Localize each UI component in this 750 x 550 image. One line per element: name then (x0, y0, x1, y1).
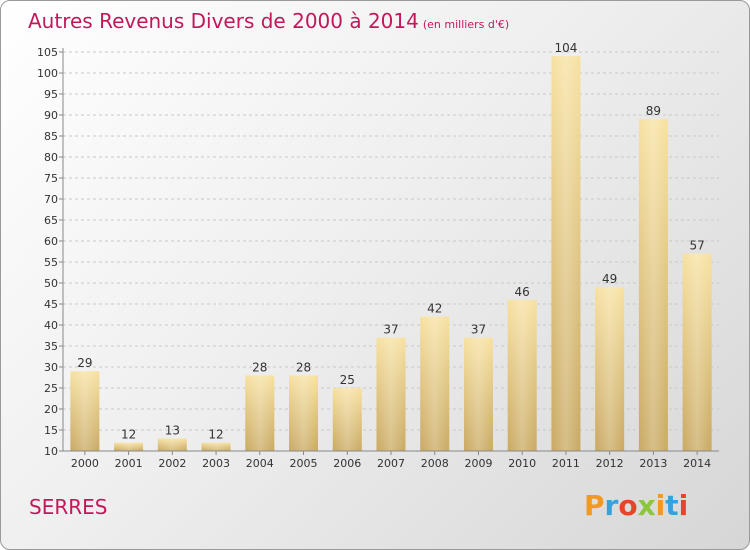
data-label: 46 (515, 285, 530, 299)
y-tick-label: 90 (44, 109, 58, 122)
logo-letter: i (655, 489, 666, 522)
bars (70, 56, 712, 451)
data-labels: 29 12 13 12 28 28 25 37 42 37 46 104 49 89 57 (77, 41, 705, 441)
bar-highlight (376, 337, 406, 451)
bar-highlight (157, 438, 187, 451)
data-label: 25 (340, 373, 355, 387)
bar-highlight (245, 375, 275, 451)
x-tick-label: 2009 (464, 457, 492, 470)
x-axis-ticks: 2000 2001 2002 2003 2004 2005 2006 2007 2008 2009… (71, 451, 711, 470)
x-tick-label: 2008 (421, 457, 449, 470)
logo-letter: x (637, 489, 656, 522)
data-label: 29 (77, 356, 92, 370)
y-tick-label: 45 (44, 298, 58, 311)
data-label: 12 (208, 428, 223, 442)
y-tick-label: 15 (44, 424, 58, 437)
bar-highlight (463, 337, 493, 451)
x-tick-label: 2001 (115, 457, 143, 470)
data-label: 12 (121, 428, 136, 442)
data-label: 28 (296, 360, 311, 374)
x-tick-label: 2000 (71, 457, 99, 470)
x-tick-label: 2013 (639, 457, 667, 470)
bar-highlight (70, 371, 100, 451)
logo-letter: r (604, 489, 619, 522)
logo-letter: t (665, 489, 679, 522)
proxiti-logo: Proxiti (584, 489, 688, 522)
bar-highlight (201, 442, 231, 451)
bar-highlight (420, 316, 450, 451)
y-tick-label: 20 (44, 403, 58, 416)
x-tick-label: 2006 (333, 457, 361, 470)
data-label: 49 (602, 272, 617, 286)
data-label: 37 (471, 323, 486, 337)
bar-highlight (289, 375, 319, 451)
data-label: 89 (646, 104, 661, 118)
bar-highlight (682, 253, 712, 451)
data-label: 28 (252, 360, 267, 374)
logo-letter: o (618, 489, 638, 522)
data-label: 57 (689, 239, 704, 253)
y-tick-label: 55 (44, 256, 58, 269)
y-tick-label: 30 (44, 361, 58, 374)
bar-highlight (114, 442, 144, 451)
y-tick-label: 105 (37, 46, 58, 59)
y-tick-label: 65 (44, 214, 58, 227)
bar-highlight (551, 56, 581, 451)
y-tick-label: 85 (44, 130, 58, 143)
x-tick-label: 2005 (290, 457, 318, 470)
data-label: 13 (165, 423, 180, 437)
x-tick-label: 2004 (246, 457, 274, 470)
chart-title-unit: (en milliers d'€) (422, 18, 510, 31)
x-tick-label: 2012 (596, 457, 624, 470)
logo-letter: P (584, 489, 605, 522)
x-tick-label: 2007 (377, 457, 405, 470)
data-label: 104 (554, 41, 577, 55)
y-tick-label: 100 (37, 67, 58, 80)
chart-title: Autres Revenus Divers de 2000 à 2014 (en … (28, 9, 509, 33)
commune-name: SERRES (29, 495, 108, 519)
y-tick-label: 10 (44, 445, 58, 458)
bar-highlight (595, 287, 625, 451)
y-tick-label: 70 (44, 193, 58, 206)
x-tick-label: 2003 (202, 457, 230, 470)
y-tick-label: 25 (44, 382, 58, 395)
x-tick-label: 2014 (683, 457, 711, 470)
y-tick-label: 50 (44, 277, 58, 290)
y-tick-label: 75 (44, 172, 58, 185)
chart-title-text: Autres Revenus Divers de 2000 à 2014 (28, 9, 419, 33)
y-axis-ticks: 10 15 20 25 30 35 40 45 50 55 60 65 70 75 80 85 90 95 100 1… (37, 46, 64, 458)
y-tick-label: 60 (44, 235, 58, 248)
y-tick-label: 95 (44, 88, 58, 101)
x-tick-label: 2011 (552, 457, 580, 470)
data-label: 42 (427, 302, 442, 316)
y-tick-label: 80 (44, 151, 58, 164)
x-tick-label: 2002 (158, 457, 186, 470)
bar-highlight (332, 388, 362, 451)
bar-highlight (638, 119, 668, 451)
y-tick-label: 40 (44, 319, 58, 332)
y-tick-label: 35 (44, 340, 58, 353)
bar-highlight (507, 299, 537, 451)
logo-letter: i (678, 489, 689, 522)
data-label: 37 (383, 323, 398, 337)
x-tick-label: 2010 (508, 457, 536, 470)
